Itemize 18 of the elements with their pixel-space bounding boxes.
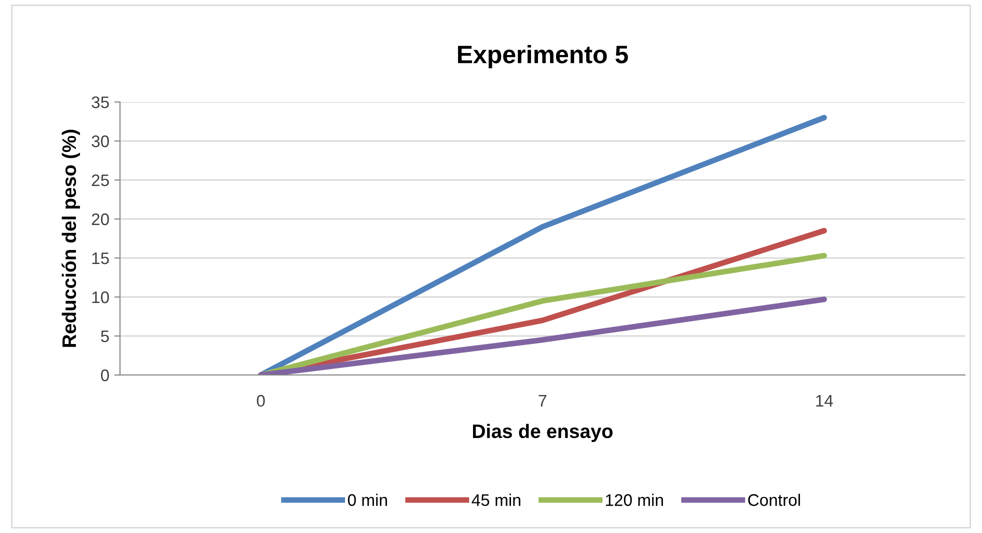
y-tick-label: 30 xyxy=(92,135,109,148)
legend-label: 45 min xyxy=(472,494,520,506)
y-tick-label: 20 xyxy=(92,213,109,226)
y-tick-label: 25 xyxy=(92,174,109,186)
legend-label: 120 min xyxy=(606,494,663,506)
chart-title: Experimento 5 xyxy=(458,44,628,68)
y-tick-label: 5 xyxy=(100,330,109,342)
y-axis-title: Reducción del peso (%) xyxy=(62,130,80,347)
y-tick-label: 35 xyxy=(92,96,109,108)
legend-label: Control xyxy=(748,494,800,506)
y-tick-label: 15 xyxy=(92,252,109,264)
y-tick-label: 0 xyxy=(100,369,109,382)
x-tick-label: 0 xyxy=(256,394,265,407)
x-tick-label: 7 xyxy=(538,395,546,407)
x-tick-label: 14 xyxy=(816,395,833,407)
legend-label: 0 min xyxy=(348,494,387,506)
y-tick-label: 10 xyxy=(92,291,109,304)
x-axis-title: Dias de ensayo xyxy=(473,424,613,442)
